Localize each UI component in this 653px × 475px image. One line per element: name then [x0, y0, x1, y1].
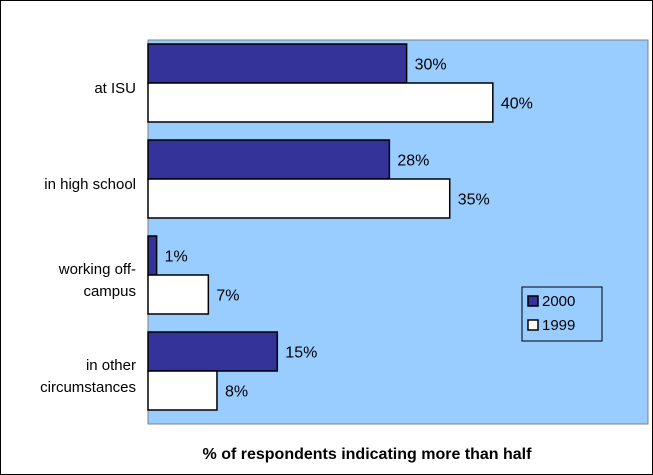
category-label-1-line-0: in high school — [44, 176, 136, 193]
value-label-1999-1: 35% — [458, 192, 490, 209]
bar-1999-3 — [147, 370, 218, 411]
bar-1999-2 — [147, 274, 210, 315]
x-axis-title: % of respondents indicating more than ha… — [203, 446, 533, 463]
value-labels-group: 30% 40% 28% 35% 1% 7% 15% 8% — [165, 57, 533, 401]
category-label-0-line-0: at ISU — [94, 80, 136, 97]
legend-label-1999: 1999 — [542, 317, 575, 334]
value-label-2000-1: 28% — [397, 153, 429, 170]
value-label-2000-3: 15% — [285, 345, 317, 362]
bar-2000-3 — [147, 331, 279, 372]
value-label-2000-2: 1% — [165, 249, 188, 266]
bar-1999-0 — [147, 82, 494, 123]
category-label-2-line-1: campus — [83, 283, 136, 300]
legend-swatch-2000 — [527, 295, 539, 307]
value-label-1999-3: 8% — [225, 384, 248, 401]
bar-1999-1 — [147, 178, 451, 219]
legend-swatch-1999 — [527, 319, 539, 331]
legend-label-2000: 2000 — [542, 293, 575, 310]
value-label-1999-2: 7% — [216, 288, 239, 305]
category-labels-group: at ISU in high school working off-campus in… — [40, 80, 136, 396]
bar-2000-1 — [147, 139, 391, 180]
bars-group — [147, 43, 494, 411]
value-label-1999-0: 40% — [501, 96, 533, 113]
bar-2000-0 — [147, 43, 408, 84]
value-label-2000-0: 30% — [415, 57, 447, 74]
bar-2000-2 — [147, 235, 158, 276]
category-label-2-line-0: working off- — [58, 261, 136, 278]
category-label-3-line-1: circumstances — [40, 379, 136, 396]
category-label-3-line-0: in other — [86, 357, 136, 374]
legend: 2000 1999 — [521, 286, 603, 342]
